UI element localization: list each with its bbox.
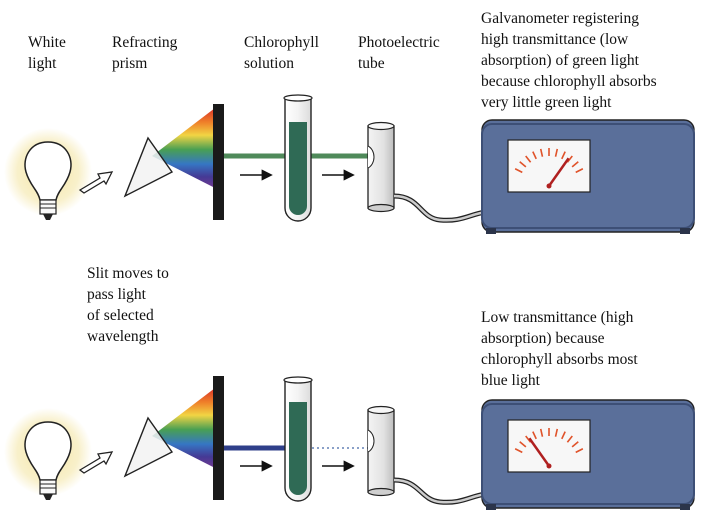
meter-tick [561, 151, 566, 160]
light-direction-arrow [78, 171, 114, 194]
meter-tick [532, 431, 537, 440]
meter-tick [566, 435, 573, 443]
meter-tick [571, 441, 579, 448]
slit-plate [213, 104, 224, 220]
galvanometer-high-label: Galvanometer registering high transmitta… [481, 10, 657, 111]
prism-icon [123, 416, 174, 478]
light-bulb-icon [4, 128, 92, 220]
meter-tick [539, 148, 544, 157]
prism-label: Refracting prism [112, 34, 178, 72]
white-light-label: White light [28, 34, 66, 72]
meter-tick [532, 151, 537, 160]
meter-needle [547, 157, 570, 187]
photoelectric-tube [367, 121, 395, 213]
top-setup [4, 94, 695, 234]
spectrum-fan [152, 388, 215, 468]
chlorophyll-label: Chlorophyll solution [244, 34, 319, 72]
meter-tick [525, 155, 532, 163]
light-bulb-icon [4, 408, 92, 500]
meter-tick [554, 428, 559, 437]
galvanometer-bottom [481, 399, 695, 510]
prism-icon [123, 136, 174, 198]
light-direction-arrow [78, 451, 114, 474]
meter-tick [566, 155, 573, 163]
meter-tick [539, 428, 544, 437]
meter-tick [525, 435, 532, 443]
meter-tick [514, 168, 523, 174]
spectrum-fan [152, 108, 215, 188]
slit-plate [213, 376, 224, 500]
meter-tick [575, 168, 584, 174]
test-tube [283, 94, 313, 222]
meter-tick [571, 161, 579, 168]
low-transmittance-label: Low transmittance (high absorption) beca… [481, 309, 638, 389]
meter-needle [528, 437, 551, 467]
meter-tick [561, 431, 566, 440]
meter-tick [519, 441, 527, 448]
galvanometer-top [481, 119, 695, 234]
meter-tick [514, 448, 523, 454]
photoelectric-tube-label: Photoelectric tube [358, 34, 440, 72]
bottom-setup [4, 376, 695, 510]
meter-tick [519, 161, 527, 168]
test-tube [283, 376, 313, 502]
meter-tick [554, 148, 559, 157]
photoelectric-tube [367, 405, 395, 497]
meter-tick [575, 448, 584, 454]
slit-moves-label: Slit moves to pass light of selected wav… [87, 265, 169, 345]
